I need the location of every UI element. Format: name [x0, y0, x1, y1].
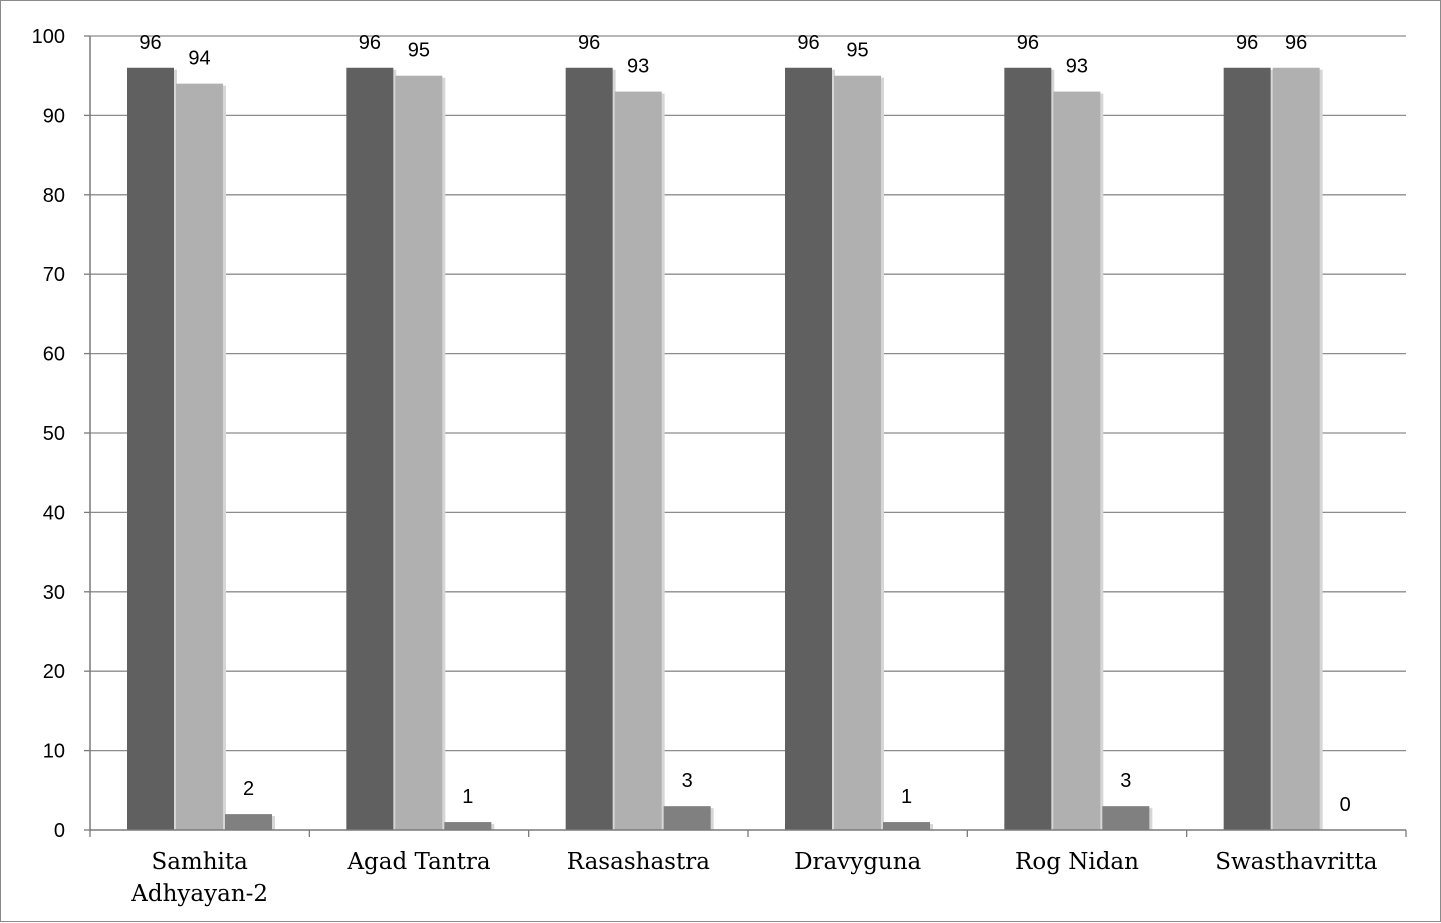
- y-tick-label: 20: [43, 661, 65, 683]
- data-label: 1: [462, 786, 473, 808]
- data-label: 96: [578, 32, 600, 54]
- y-tick-label: 0: [54, 820, 65, 842]
- data-label: 95: [408, 40, 430, 62]
- data-label: 94: [188, 48, 210, 70]
- bar: [834, 76, 881, 830]
- bar: [883, 822, 930, 830]
- x-tick-label: Adhyayan-2: [130, 881, 268, 907]
- x-tick-label: Agad Tantra: [346, 849, 490, 875]
- data-label: 93: [627, 56, 649, 78]
- bar: [1224, 68, 1271, 830]
- data-label: 95: [846, 40, 868, 62]
- bar: [566, 68, 613, 830]
- y-tick-label: 40: [43, 502, 65, 524]
- y-tick-label: 50: [43, 423, 65, 445]
- y-tick-label: 60: [43, 344, 65, 366]
- bar: [664, 806, 711, 830]
- data-label: 96: [1017, 32, 1039, 54]
- bar: [395, 76, 442, 830]
- bar: [1053, 92, 1100, 830]
- bar: [1102, 806, 1149, 830]
- data-label: 93: [1066, 56, 1088, 78]
- data-label: 3: [682, 770, 693, 792]
- y-tick-label: 70: [43, 264, 65, 286]
- bar: [346, 68, 393, 830]
- data-label: 96: [1285, 32, 1307, 54]
- data-label: 96: [1236, 32, 1258, 54]
- data-label: 3: [1120, 770, 1131, 792]
- y-tick-label: 100: [32, 26, 65, 48]
- x-tick-label: Rog Nidan: [1015, 849, 1139, 875]
- x-tick-label: Samhita: [151, 849, 248, 875]
- data-label: 0: [1340, 794, 1351, 816]
- x-tick-label: Rasashastra: [567, 849, 710, 875]
- y-tick-label: 80: [43, 185, 65, 207]
- data-label: 2: [243, 778, 254, 800]
- data-label: 96: [139, 32, 161, 54]
- bar: [1004, 68, 1051, 830]
- x-tick-label: Dravyguna: [794, 849, 921, 875]
- data-label: 96: [797, 32, 819, 54]
- data-label: 1: [901, 786, 912, 808]
- bar: [176, 84, 223, 830]
- bar: [1273, 68, 1320, 830]
- data-label: 96: [359, 32, 381, 54]
- y-tick-label: 10: [43, 741, 65, 763]
- y-tick-label: 30: [43, 582, 65, 604]
- bar: [615, 92, 662, 830]
- bar: [127, 68, 174, 830]
- y-tick-label: 90: [43, 105, 65, 127]
- bar: [785, 68, 832, 830]
- bar: [444, 822, 491, 830]
- bar: [225, 814, 272, 830]
- x-tick-label: Swasthavritta: [1215, 849, 1378, 875]
